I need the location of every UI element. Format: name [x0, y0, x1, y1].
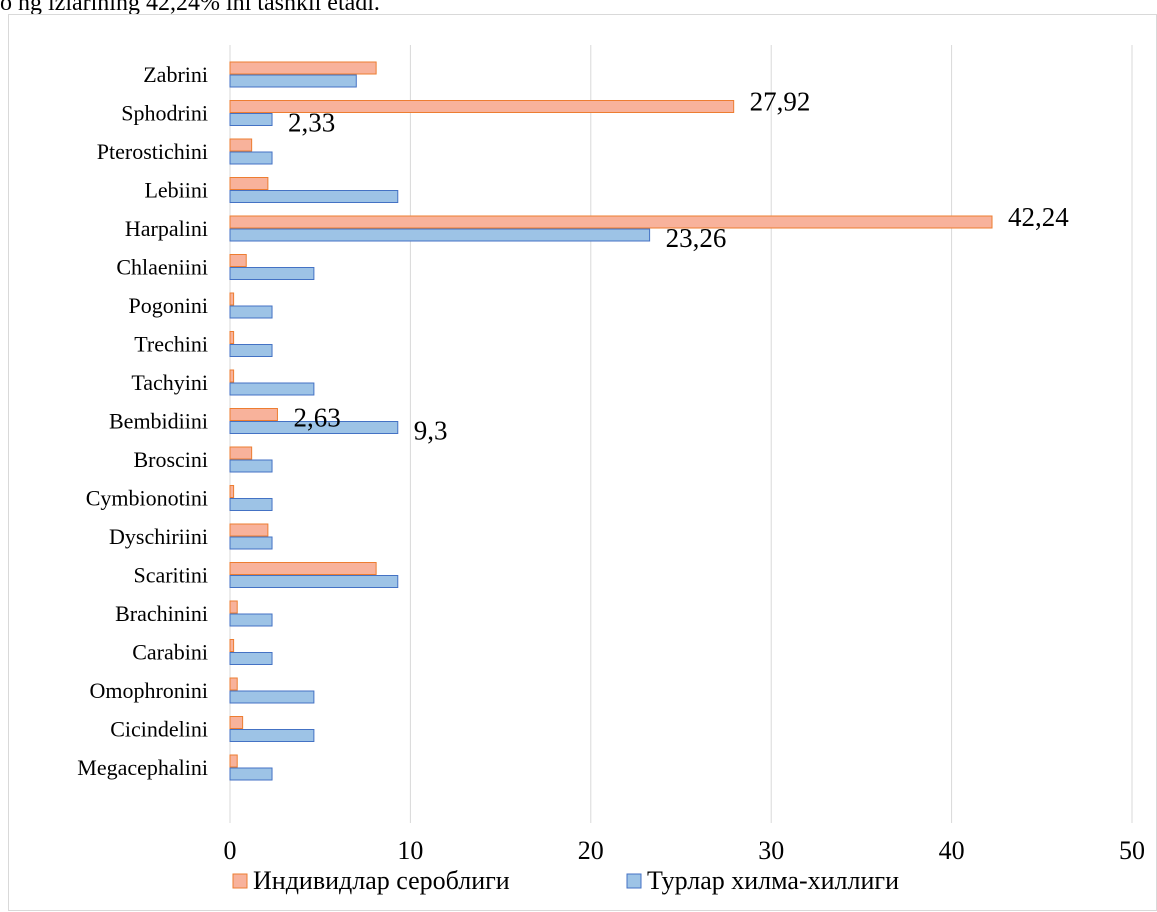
- bar-scaritini-series-2: [229, 575, 399, 588]
- x-tick-label-10: 10: [397, 836, 423, 865]
- chart-frame: Zabrini Sphodrini Pterostichini Lebiini Harp…: [8, 14, 1157, 911]
- bar-bembidiini-series-1: [229, 408, 278, 421]
- bar-broscini-series-1: [229, 446, 253, 460]
- preceding-text-fragment: o ng izlarining 42,24% ini tashkil etadi…: [0, 0, 380, 16]
- bars: [229, 61, 993, 781]
- bar-omophronini-series-2: [229, 690, 315, 704]
- category-label-cymbionotini: Cymbionotini: [86, 486, 208, 511]
- data-label-harpalini-series-1: 42,24: [1008, 202, 1069, 232]
- bar-carabini-series-2: [229, 652, 273, 665]
- category-label-cicindelini: Cicindelini: [110, 717, 208, 742]
- category-label-harpalini: Harpalini: [125, 216, 208, 241]
- x-tick-label-0: 0: [224, 836, 237, 865]
- category-label-lebiini: Lebiini: [144, 178, 208, 203]
- bar-chart: Zabrini Sphodrini Pterostichini Lebiini Harp…: [77, 45, 1146, 895]
- bar-cymbionotini-series-2: [229, 498, 273, 511]
- bar-carabini-series-1: [229, 639, 235, 652]
- bar-harpalini-series-1: [229, 215, 993, 229]
- legend-swatch-1: [232, 873, 248, 889]
- category-label-pterostichini: Pterostichini: [97, 139, 208, 164]
- bar-lebiini-series-2: [229, 190, 399, 203]
- category-label-trechini: Trechini: [134, 332, 208, 357]
- category-label-bembidiini: Bembidiini: [109, 409, 208, 434]
- x-tick-label-40: 40: [939, 836, 965, 865]
- bar-cicindelini-series-2: [229, 729, 315, 742]
- category-label-chlaeniini: Chlaeniini: [116, 255, 208, 280]
- bar-brachinini-series-2: [229, 613, 273, 627]
- bar-pogonini-series-1: [229, 292, 235, 306]
- category-label-pogonini: Pogonini: [129, 293, 208, 318]
- bar-pogonini-series-2: [229, 305, 273, 319]
- bar-sphodrini-series-1: [229, 100, 735, 113]
- category-label-sphodrini: Sphodrini: [121, 101, 208, 126]
- data-label-bembidiini-series-1: 2,63: [293, 403, 340, 433]
- x-tick-labels: 0 10 20 30 40 50: [224, 836, 1146, 865]
- data-label-harpalini-series-2: 23,26: [666, 223, 727, 253]
- bar-chlaeniini-series-2: [229, 267, 315, 280]
- bar-cicindelini-series-1: [229, 716, 244, 729]
- bar-lebiini-series-1: [229, 177, 269, 190]
- data-label-sphodrini-series-2: 2,33: [288, 108, 335, 138]
- legend-swatch-2: [626, 873, 642, 889]
- x-tick-label-20: 20: [578, 836, 604, 865]
- bar-broscini-series-2: [229, 459, 273, 473]
- category-label-dyschiriini: Dyschiriini: [109, 524, 208, 549]
- bar-harpalini-series-2: [229, 228, 651, 242]
- bar-megacephalini-series-1: [229, 754, 238, 768]
- category-labels: Zabrini Sphodrini Pterostichini Lebiini Harp…: [77, 62, 208, 780]
- x-tick-label-50: 50: [1119, 836, 1145, 865]
- data-label-bembidiini-series-2: 9,3: [414, 416, 448, 446]
- bar-sphodrini-series-2: [229, 113, 273, 126]
- bar-omophronini-series-1: [229, 677, 238, 691]
- bar-tachyini-series-1: [229, 369, 235, 383]
- bar-zabrini-series-1: [229, 61, 377, 75]
- bar-scaritini-series-1: [229, 562, 377, 575]
- bar-trechini-series-1: [229, 331, 235, 344]
- legend-label-2: Турлар хилма-хиллиги: [647, 866, 899, 895]
- x-tick-label-30: 30: [758, 836, 784, 865]
- bar-pterostichini-series-1: [229, 138, 253, 152]
- data-label-sphodrini-series-1: 27,92: [750, 87, 811, 117]
- category-label-zabrini: Zabrini: [143, 62, 208, 87]
- category-label-carabini: Carabini: [132, 640, 208, 665]
- bar-tachyini-series-2: [229, 382, 315, 396]
- bar-megacephalini-series-2: [229, 767, 273, 781]
- category-label-scaritini: Scaritini: [133, 563, 208, 588]
- category-label-omophronini: Omophronini: [89, 678, 208, 703]
- category-label-brachinini: Brachinini: [115, 601, 208, 626]
- bar-zabrini-series-2: [229, 74, 357, 88]
- category-label-megacephalini: Megacephalini: [77, 755, 208, 780]
- legend-label-1: Индивидлар сероблиги: [253, 866, 510, 895]
- bar-dyschiriini-series-1: [229, 523, 269, 537]
- data-labels: 27,92 2,33 42,24 23,26 2,63 9,3: [288, 87, 1069, 446]
- category-label-tachyini: Tachyini: [131, 370, 208, 395]
- bar-dyschiriini-series-2: [229, 536, 273, 550]
- category-label-broscini: Broscini: [133, 447, 208, 472]
- legend: Индивидлар сероблиги Турлар хилма-хиллиги: [232, 866, 899, 895]
- bar-pterostichini-series-2: [229, 151, 273, 165]
- bar-chlaeniini-series-1: [229, 254, 247, 267]
- bar-bembidiini-series-2: [229, 421, 399, 434]
- bar-trechini-series-2: [229, 344, 273, 357]
- bar-cymbionotini-series-1: [229, 485, 235, 498]
- bar-brachinini-series-1: [229, 600, 238, 614]
